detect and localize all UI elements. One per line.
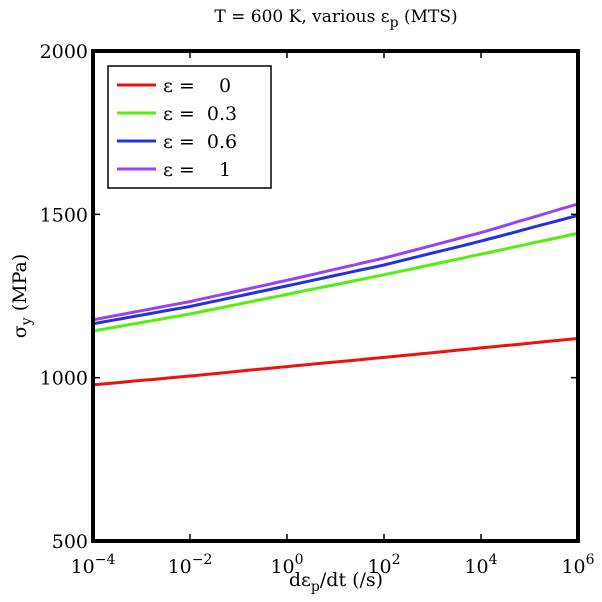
x-tick-label-2: 100 bbox=[270, 552, 303, 578]
x-tick-label-1: 10−2 bbox=[168, 552, 213, 578]
x-axis-label-suffix: /dt (/s) bbox=[320, 569, 383, 591]
x-tick-label-3: 102 bbox=[367, 552, 400, 578]
series-line-3 bbox=[92, 202, 579, 322]
y-axis-label: σy (MPa) bbox=[9, 254, 35, 338]
y-tick-label-0: 500 bbox=[52, 531, 88, 553]
legend-label-2: ε = 0.6 bbox=[163, 131, 237, 153]
series-line-1 bbox=[92, 231, 579, 333]
x-axis-label-prefix: dε bbox=[289, 569, 311, 591]
chart-title-suffix: (MTS) bbox=[399, 7, 458, 27]
x-tick-label-4: 104 bbox=[464, 552, 497, 578]
x-tick-label-0: 10−4 bbox=[71, 552, 116, 578]
y-tick-label-2: 1500 bbox=[40, 204, 88, 226]
series-layer bbox=[92, 202, 579, 387]
series-line-2 bbox=[92, 213, 579, 326]
x-axis-label-subscript: p bbox=[311, 579, 320, 595]
chart-title-prefix: T = 600 K, various bbox=[214, 7, 380, 27]
legend-label-1: ε = 0.3 bbox=[163, 103, 237, 125]
x-axis-label: dεp/dt (/s) bbox=[289, 569, 383, 595]
y-tick-label-1: 1000 bbox=[40, 368, 88, 390]
legend: ε = 0 ε = 0.3 ε = 0.6 ε = 1 bbox=[107, 65, 272, 189]
y-axis-ticks: 500 1000 1500 2000 bbox=[40, 41, 578, 553]
x-tick-label-5: 106 bbox=[561, 552, 594, 578]
y-axis-label-symbol: σ bbox=[9, 325, 31, 338]
y-axis-label-suffix: (MPa) bbox=[9, 254, 31, 318]
chart-title: T = 600 K, various εp (MTS) bbox=[214, 7, 457, 31]
y-tick-label-3: 2000 bbox=[40, 41, 88, 63]
series-line-0 bbox=[92, 337, 579, 387]
legend-label-3: ε = 1 bbox=[163, 159, 231, 181]
y-axis-label-subscript: y bbox=[19, 317, 35, 326]
plot-frame bbox=[91, 49, 580, 543]
chart-title-subscript: p bbox=[390, 15, 399, 31]
chart-title-symbol: ε bbox=[381, 7, 390, 27]
legend-label-0: ε = 0 bbox=[163, 75, 231, 97]
x-axis-ticks: 10−4 10−2 100 102 104 106 bbox=[71, 51, 595, 578]
